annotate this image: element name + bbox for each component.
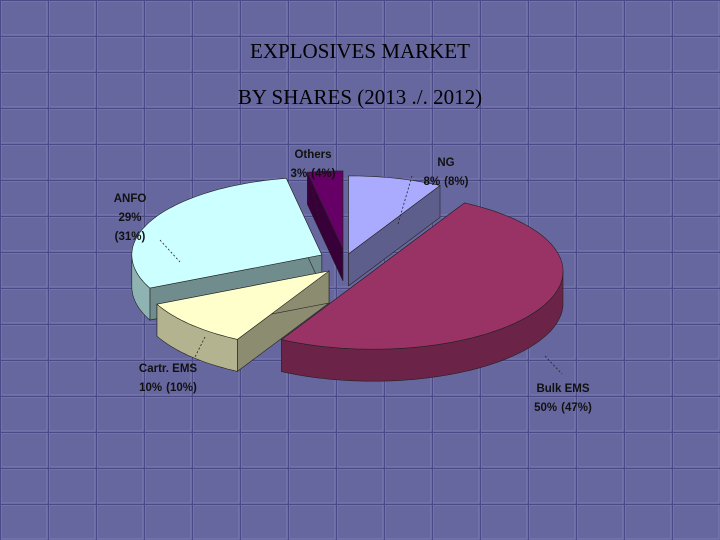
category-label: NG <box>437 157 454 169</box>
value-label-2012: (4%) <box>311 168 335 180</box>
labels: NG 8% (8%) Bulk EMS 50% (47%) Cartr. EMS 10% (10… <box>114 149 592 414</box>
value-label-2013: 8% <box>424 176 441 188</box>
value-label-2012: (31%) <box>115 231 146 243</box>
slice <box>280 202 564 350</box>
chart-subtitle: BY SHARES (2013 ./. 2012) <box>238 85 482 109</box>
leader-line <box>544 355 563 375</box>
category-label: Bulk EMS <box>536 383 589 395</box>
slice <box>348 175 441 255</box>
slice <box>156 270 330 340</box>
value-label-2013: 3% <box>291 168 308 180</box>
category-label: Cartr. EMS <box>139 363 197 375</box>
slice <box>306 170 344 250</box>
value-label: 50% (47%) <box>534 402 592 414</box>
leader-line <box>159 239 181 263</box>
value-label-2012: (8%) <box>444 176 468 188</box>
category-label: Others <box>294 149 331 161</box>
pie <box>131 170 564 382</box>
leader-line <box>397 175 413 225</box>
value-label: 8% (8%) <box>424 176 469 188</box>
chart-title: EXPLOSIVES MARKET <box>250 39 470 63</box>
value-label-2013: 50% <box>534 402 557 414</box>
category-label: ANFO <box>114 193 147 205</box>
value-label: 10% (10%) <box>139 382 197 394</box>
value-label-2012: (47%) <box>561 402 592 414</box>
value-label-2013: 10% <box>139 382 162 394</box>
value-label-2013: 29% <box>118 212 141 224</box>
value-label: 3% (4%) <box>291 168 336 180</box>
leader-line <box>311 189 321 223</box>
value-label-2012: (10%) <box>166 382 197 394</box>
